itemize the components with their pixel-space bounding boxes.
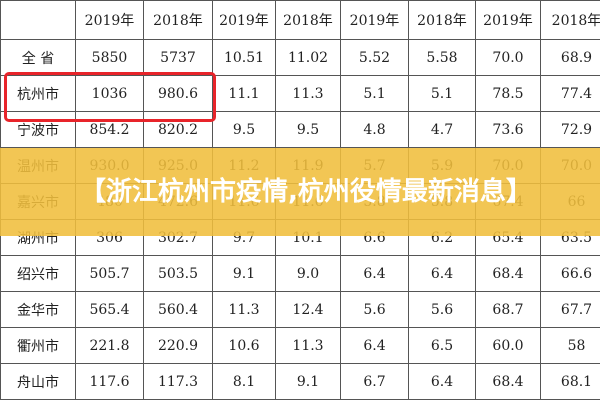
banner-text: 【浙江杭州市疫情,杭州役情最新消息】 <box>80 177 532 207</box>
value-cell: 11.3 <box>275 327 341 364</box>
value-cell: 117.6 <box>75 363 144 400</box>
region-cell: 金华市 <box>0 291 76 328</box>
value-cell: 5850 <box>75 39 144 76</box>
table-row: 舟山市 117.6 117.3 8.1 9.1 6.7 6.4 68.4 68.1 <box>0 363 600 400</box>
header-cell <box>0 0 76 40</box>
value-cell: 60.0 <box>475 327 541 364</box>
value-cell: 5.1 <box>408 75 476 112</box>
value-cell: 503.5 <box>143 255 213 292</box>
value-cell: 221.8 <box>75 327 144 364</box>
value-cell: 505.7 <box>75 255 144 292</box>
table-row: 2019年 2018年 2019年 2018年 2019年 2018年 2019年 2018年 <box>0 0 600 40</box>
value-cell: 4.7 <box>408 111 476 148</box>
value-cell: 5.52 <box>340 39 409 76</box>
value-cell: 10.51 <box>212 39 276 76</box>
value-cell: 11.3 <box>212 291 276 328</box>
value-cell: 70.0 <box>475 39 541 76</box>
value-cell: 5.6 <box>408 291 476 328</box>
value-cell: 854.2 <box>75 111 144 148</box>
value-cell: 68.7 <box>475 291 541 328</box>
header-cell: 2019年 <box>75 0 144 40</box>
value-cell: 67.7 <box>540 291 600 328</box>
header-cell: 2019年 <box>475 0 541 40</box>
value-cell: 8.1 <box>212 363 276 400</box>
value-cell: 820.2 <box>143 111 213 148</box>
value-cell: 5737 <box>143 39 213 76</box>
value-cell: 9.1 <box>212 255 276 292</box>
table-row: 全 省 5850 5737 10.51 11.02 5.52 5.58 70.0 68.9 <box>0 39 600 76</box>
header-cell: 2018年 <box>143 0 213 40</box>
value-cell: 72.9 <box>540 111 600 148</box>
value-cell: 68.4 <box>475 255 541 292</box>
region-cell: 衢州市 <box>0 327 76 364</box>
header-cell: 2018年 <box>275 0 341 40</box>
value-cell: 11.02 <box>275 39 341 76</box>
value-cell: 58 <box>540 327 600 364</box>
region-cell: 全 省 <box>0 39 76 76</box>
value-cell: 565.4 <box>75 291 144 328</box>
value-cell: 68.4 <box>475 363 541 400</box>
value-cell: 5.6 <box>340 291 409 328</box>
value-cell: 5.1 <box>340 75 409 112</box>
value-cell: 73.6 <box>475 111 541 148</box>
highlight-box <box>4 72 216 122</box>
header-cell: 2018年 <box>408 0 476 40</box>
header-cell: 2018年 <box>540 0 600 40</box>
value-cell: 9.5 <box>275 111 341 148</box>
table-row: 金华市 565.4 560.4 11.3 12.4 5.6 5.6 68.7 67.7 <box>0 291 600 328</box>
value-cell: 78.5 <box>475 75 541 112</box>
value-cell: 220.9 <box>143 327 213 364</box>
value-cell: 560.4 <box>143 291 213 328</box>
banner: 【浙江杭州市疫情,杭州役情最新消息】 <box>0 148 600 236</box>
value-cell: 4.8 <box>340 111 409 148</box>
table-row: 绍兴市 505.7 503.5 9.1 9.0 6.4 6.4 68.4 66.6 <box>0 255 600 292</box>
value-cell: 77.4 <box>540 75 600 112</box>
value-cell: 68.1 <box>540 363 600 400</box>
value-cell: 10.6 <box>212 327 276 364</box>
value-cell: 9.1 <box>275 363 341 400</box>
header-cell: 2019年 <box>340 0 409 40</box>
header-cell: 2019年 <box>212 0 276 40</box>
value-cell: 6.7 <box>340 363 409 400</box>
value-cell: 6.4 <box>340 327 409 364</box>
value-cell: 6.4 <box>408 363 476 400</box>
value-cell: 6.5 <box>408 327 476 364</box>
value-cell: 11.3 <box>275 75 341 112</box>
region-cell: 舟山市 <box>0 363 76 400</box>
value-cell: 12.4 <box>275 291 341 328</box>
value-cell: 66.6 <box>540 255 600 292</box>
region-cell: 绍兴市 <box>0 255 76 292</box>
value-cell: 11.1 <box>212 75 276 112</box>
value-cell: 9.0 <box>275 255 341 292</box>
value-cell: 980.6 <box>143 75 213 112</box>
value-cell: 5.58 <box>408 39 476 76</box>
value-cell: 6.4 <box>340 255 409 292</box>
table-row: 衢州市 221.8 220.9 10.6 11.3 6.4 6.5 60.0 58 <box>0 327 600 364</box>
region-cell: 宁波市 <box>0 111 76 148</box>
table-row: 宁波市 854.2 820.2 9.5 9.5 4.8 4.7 73.6 72.9 <box>0 111 600 148</box>
value-cell: 68.9 <box>540 39 600 76</box>
value-cell: 9.5 <box>212 111 276 148</box>
value-cell: 6.4 <box>408 255 476 292</box>
value-cell: 117.3 <box>143 363 213 400</box>
